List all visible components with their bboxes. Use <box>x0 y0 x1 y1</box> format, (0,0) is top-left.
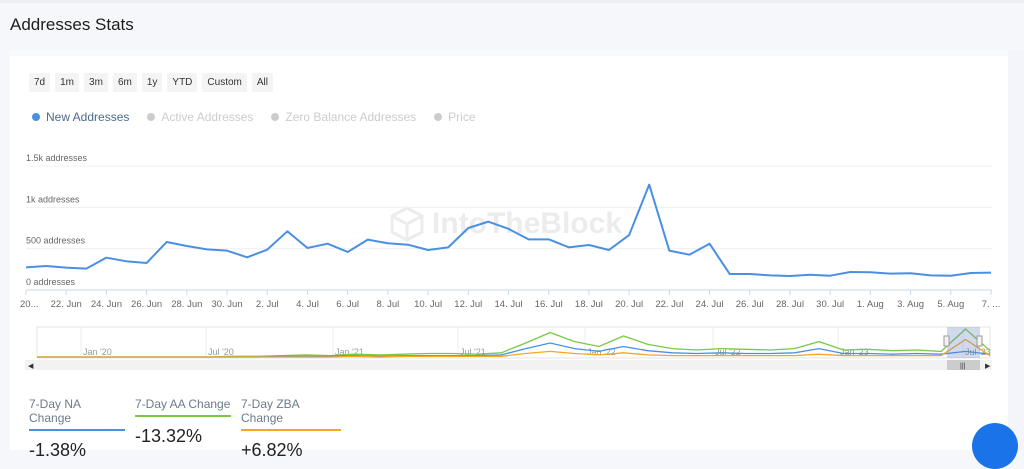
stat-na-change: 7-Day NA Change -1.38% <box>29 397 125 461</box>
stat-label: 7-Day ZBA Change <box>241 397 341 431</box>
x-tick-label: 12. Jul <box>454 299 482 310</box>
stat-zba-change: 7-Day ZBA Change +6.82% <box>241 397 341 461</box>
x-tick-label: 7. ... <box>982 299 1000 310</box>
navigator-handle-right <box>976 335 983 347</box>
x-tick-label: 26. Jul <box>736 299 764 310</box>
x-tick-label: 6. Jul <box>336 299 359 310</box>
main-chart: 0 addresses 500 addresses 1k addresses 1.5k… <box>20 153 1000 310</box>
navigator-label: Jan '23 <box>840 347 869 357</box>
range-selector: 7d 1m 3m 6m 1y YTD Custom All <box>29 73 273 92</box>
y-tick-label: 1.5k addresses <box>26 153 88 163</box>
x-tick-label: 18. Jul <box>575 299 603 310</box>
range-custom-button[interactable]: Custom <box>202 73 247 92</box>
x-tick-label: 22. Jul <box>655 299 683 310</box>
legend-zero-balance-addresses[interactable]: Zero Balance Addresses <box>271 110 416 124</box>
x-tick-label: 30. Jun <box>211 299 242 310</box>
navigator-label: Jul '21 <box>460 347 486 357</box>
legend-dot-icon <box>147 113 156 121</box>
legend-label: Price <box>448 110 476 124</box>
navigator-frame <box>36 326 991 359</box>
range-1y-button[interactable]: 1y <box>141 73 163 92</box>
x-tick-label: 26. Jun <box>131 299 162 310</box>
legend-label: Zero Balance Addresses <box>285 110 417 124</box>
x-tick-label: 8. Jul <box>377 299 400 310</box>
change-stats: 7-Day NA Change -1.38% 7-Day AA Change -13… <box>29 397 341 461</box>
x-tick-label: 28. Jun <box>171 299 202 310</box>
stat-label: 7-Day AA Change <box>135 397 231 417</box>
range-ytd-button[interactable]: YTD <box>167 73 198 92</box>
range-all-button[interactable]: All <box>251 73 273 92</box>
new-addresses-line <box>25 183 992 278</box>
x-tick-label: 28. Jul <box>776 299 804 310</box>
navigator-selection <box>947 327 980 358</box>
stat-value: -1.38% <box>29 440 87 460</box>
x-tick-label: 5. Aug <box>937 299 964 310</box>
top-divider <box>0 0 1024 3</box>
stat-value: -13.32% <box>135 426 203 446</box>
stats-card <box>10 50 1008 450</box>
navigator-label: Jul '23 <box>965 347 991 357</box>
legend-price[interactable]: Price <box>434 110 476 124</box>
x-tick-label: 22. Jun <box>51 299 82 310</box>
range-3m-button[interactable]: 3m <box>84 73 108 92</box>
scroll-right-arrow-icon: ▶ <box>985 363 991 370</box>
legend-label: Active Addresses <box>161 110 254 124</box>
x-tick-label: 2. Jul <box>256 299 279 310</box>
navigator-scrollbar-thumb <box>947 360 980 370</box>
legend-label: New Addresses <box>46 110 130 124</box>
legend-dot-icon <box>271 113 280 121</box>
y-tick-label: 500 addresses <box>26 236 86 246</box>
navigator-label: Jan '20 <box>83 347 112 357</box>
chart-legend: New Addresses Active Addresses Zero Bala… <box>32 110 476 124</box>
x-tick-label: 24. Jun <box>91 299 122 310</box>
navigator-label: Jul '22 <box>715 347 741 357</box>
page-title: Addresses Stats <box>10 15 134 34</box>
navigator-chart[interactable]: Jan '20 Jul '20 Jan '21 Jul '21 Jan '22 Jul '… <box>0 324 1000 374</box>
stat-label: 7-Day NA Change <box>29 397 125 431</box>
navigator-label: Jan '22 <box>587 347 616 357</box>
stat-aa-change: 7-Day AA Change -13.32% <box>135 397 231 461</box>
legend-dot-icon <box>434 113 443 121</box>
x-tick-label: 16. Jul <box>535 299 563 310</box>
chat-widget-button[interactable] <box>972 423 1018 469</box>
range-6m-button[interactable]: 6m <box>112 73 137 92</box>
x-tick-label: 1. Aug <box>857 299 884 310</box>
right-gutter <box>1008 50 1024 450</box>
x-tick-label: 30. Jul <box>816 299 844 310</box>
watermark-text: IntoTheBlock <box>432 207 623 240</box>
y-tick-label: 1k addresses <box>26 194 80 204</box>
navigator-scrollbar-track <box>25 360 992 370</box>
navigator-label: Jan '21 <box>335 347 364 357</box>
legend-new-addresses[interactable]: New Addresses <box>32 110 129 124</box>
stat-value: +6.82% <box>241 440 303 460</box>
x-tick-label: 20. Jul <box>615 299 643 310</box>
x-tick-label: 14. Jul <box>495 299 523 310</box>
watermark-logo: IntoTheBlock <box>388 205 622 243</box>
x-tick-label: 20... <box>20 299 39 310</box>
scrollbar-grip-icon: ||| <box>960 363 966 370</box>
range-7d-button[interactable]: 7d <box>29 73 51 92</box>
legend-dot-icon <box>32 113 40 121</box>
x-tick-label: 3. Aug <box>897 299 924 310</box>
scroll-left-arrow-icon: ◀ <box>28 363 34 370</box>
legend-active-addresses[interactable]: Active Addresses <box>147 110 253 124</box>
x-tick-label: 24. Jul <box>696 299 724 310</box>
navigator-handle-left <box>943 335 950 347</box>
x-tick-label: 10. Jul <box>414 299 442 310</box>
navigator-series-line <box>37 338 991 358</box>
range-1m-button[interactable]: 1m <box>55 73 80 92</box>
x-tick-label: 4. Jul <box>296 299 319 310</box>
cube-logo-icon <box>390 206 424 242</box>
navigator-label: Jul '20 <box>208 347 234 357</box>
y-tick-label: 0 addresses <box>26 277 76 287</box>
